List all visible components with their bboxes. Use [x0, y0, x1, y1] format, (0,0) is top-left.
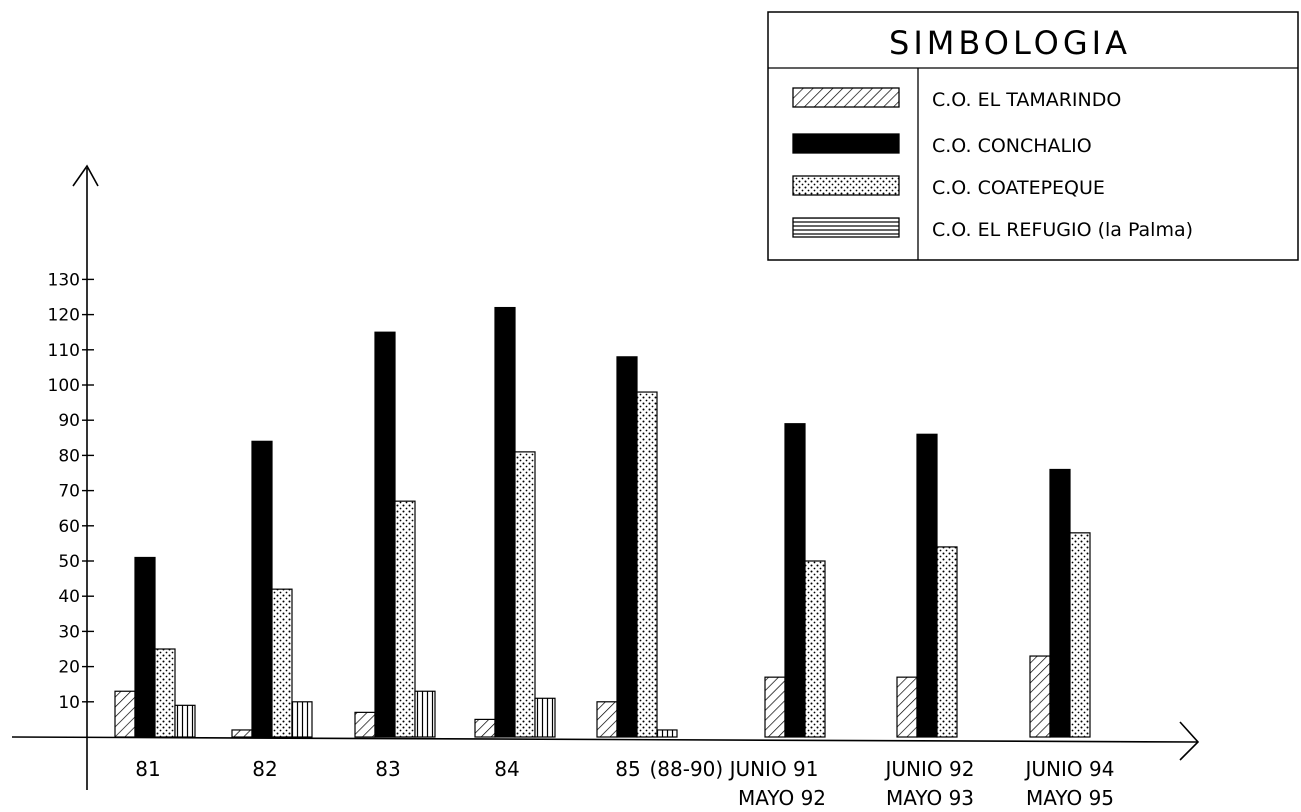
x-tick-label: JUNIO 92 [884, 757, 975, 781]
axes [11, 164, 1200, 790]
x-tick-label: 82 [252, 757, 277, 781]
y-tick-label: 40 [58, 587, 80, 607]
y-tick-label: 50 [58, 552, 80, 572]
bar-conchalio [251, 440, 273, 738]
bar-conchalio [616, 356, 638, 738]
bar-el-tamarindo [1029, 655, 1051, 738]
bar-coatepeque [514, 451, 536, 738]
bar-el-tamarindo [896, 676, 918, 738]
y-tick-label: 90 [58, 411, 80, 431]
bar-el-refugio [174, 704, 196, 738]
x-axis-arrow [1179, 721, 1200, 761]
y-tick-label: 100 [48, 376, 80, 396]
y-tick-label: 120 [48, 306, 80, 326]
bar-el-refugio [414, 690, 436, 738]
x-axis-labels: 81 82 83 84 85 (88-90) JUNIO 91 MAYO 92 JUNIO 9… [135, 757, 1114, 810]
bar-el-tamarindo [474, 718, 496, 738]
legend-label-el-tamarindo: C.O. EL TAMARINDO [932, 89, 1121, 111]
bar-el-tamarindo [231, 729, 253, 738]
bar-coatepeque [636, 391, 658, 738]
legend-label-coatepeque: C.O. COATEPEQUE [932, 177, 1105, 199]
y-tick-label: 70 [58, 482, 80, 502]
bars [114, 306, 1091, 738]
bar-el-tamarindo [764, 676, 786, 738]
legend: SIMBOLOGIA C.O. EL TAMARINDO C.O. CONCHAL… [767, 11, 1299, 261]
bar-coatepeque [936, 546, 958, 738]
bar-el-refugio [656, 729, 678, 738]
y-tick-label: 30 [58, 622, 80, 642]
legend-label-el-refugio: C.O. EL REFUGIO (la Palma) [932, 219, 1193, 241]
x-axis-line [11, 736, 1199, 743]
bar-coatepeque [154, 648, 176, 738]
x-tick-label: 83 [375, 757, 400, 781]
bar-el-refugio [291, 701, 313, 738]
y-tick-label: 110 [48, 341, 80, 361]
bar-coatepeque [394, 500, 416, 738]
legend-swatch-el-refugio [792, 217, 900, 238]
bar-conchalio [134, 556, 156, 738]
bar-coatepeque [1069, 532, 1091, 738]
bar-el-tamarindo [354, 711, 376, 738]
bar-el-tamarindo [596, 701, 618, 738]
y-tick-label: 130 [48, 270, 80, 290]
bar-coatepeque [271, 588, 293, 738]
bar-conchalio [784, 423, 806, 738]
x-tick-label: 81 [135, 757, 160, 781]
bar-conchalio [916, 433, 938, 738]
x-tick-label-line2: MAYO 93 [886, 786, 974, 810]
y-tick-label: 60 [58, 517, 80, 537]
y-tick-label: 80 [58, 446, 80, 466]
bar-conchalio [1049, 468, 1071, 738]
bar-coatepeque [804, 560, 826, 738]
x-tick-label: 85 [615, 757, 640, 781]
y-tick-label: 10 [58, 693, 80, 713]
bar-conchalio [374, 331, 396, 738]
x-tick-label: 84 [494, 757, 519, 781]
y-axis-ticks: 10 20 30 40 50 60 70 80 90 100 110 120 130 [48, 270, 94, 713]
x-tick-label-line2: MAYO 95 [1026, 786, 1114, 810]
x-tick-label: (88-90) JUNIO 91 [649, 757, 818, 781]
legend-swatch-el-tamarindo [792, 87, 900, 108]
y-axis-arrow [72, 164, 99, 187]
y-tick-label: 20 [58, 658, 80, 678]
legend-label-conchalio: C.O. CONCHALIO [932, 135, 1092, 157]
legend-items: C.O. EL TAMARINDO C.O. CONCHALIO C.O. COAT… [792, 87, 1193, 241]
legend-swatch-conchalio [792, 133, 900, 154]
x-tick-label-line2: MAYO 92 [738, 786, 826, 810]
x-tick-label: JUNIO 94 [1024, 757, 1115, 781]
legend-swatch-coatepeque [792, 175, 900, 196]
bar-conchalio [494, 306, 516, 738]
legend-title: SIMBOLOGIA [889, 24, 1131, 62]
bar-el-tamarindo [114, 690, 136, 738]
bar-el-refugio [534, 697, 556, 738]
